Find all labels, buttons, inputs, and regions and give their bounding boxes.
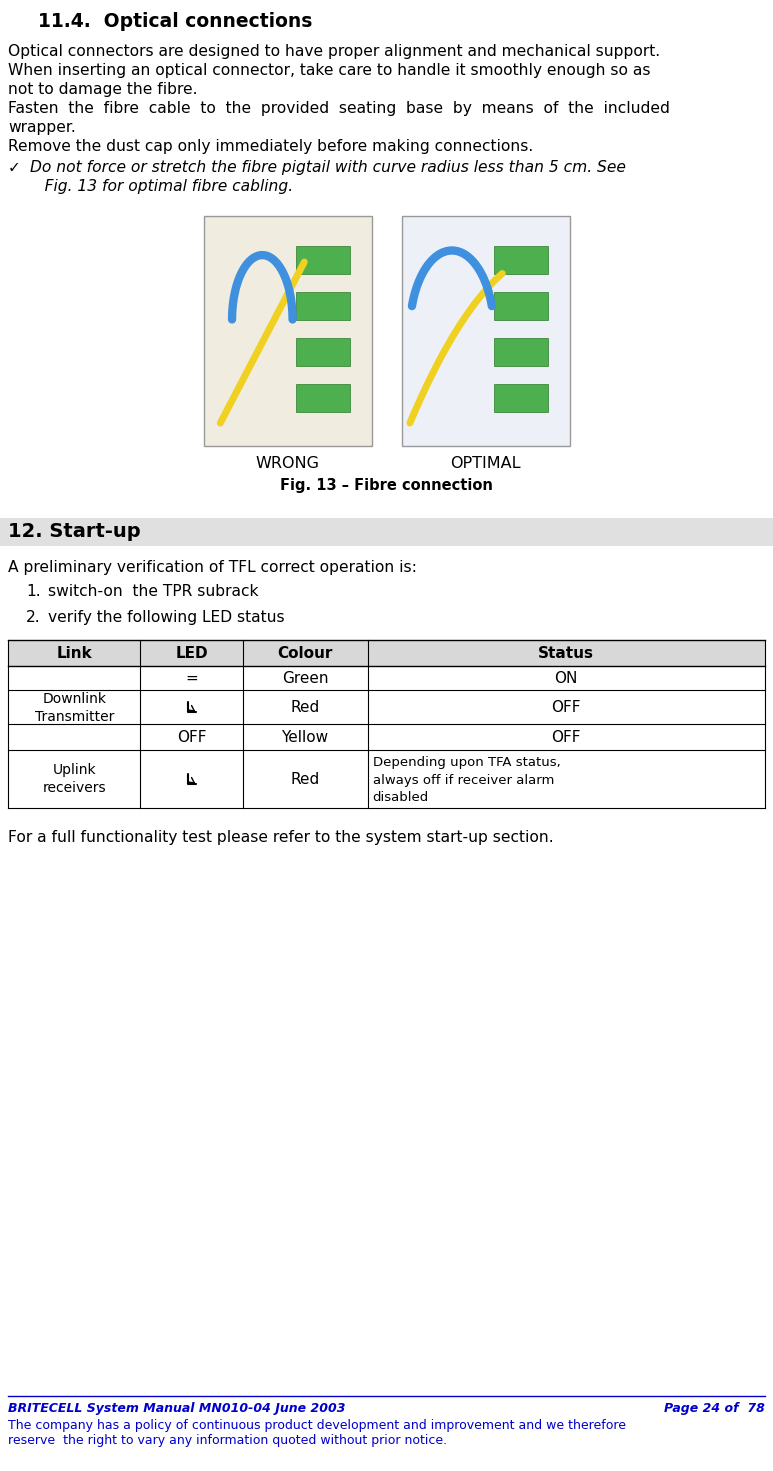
Text: =: = <box>186 671 198 685</box>
Text: BRITECELL System Manual MN010-04 June 2003: BRITECELL System Manual MN010-04 June 20… <box>8 1402 346 1415</box>
Text: wrapper.: wrapper. <box>8 121 76 135</box>
Text: not to damage the fibre.: not to damage the fibre. <box>8 82 197 97</box>
Text: ON: ON <box>554 671 578 685</box>
Text: 12. Start-up: 12. Start-up <box>8 522 141 540</box>
Text: Remove the dust cap only immediately before making connections.: Remove the dust cap only immediately bef… <box>8 138 533 154</box>
Text: The company has a policy of continuous product development and improvement and w: The company has a policy of continuous p… <box>8 1420 626 1431</box>
Bar <box>8 640 765 666</box>
Text: Uplink
receivers: Uplink receivers <box>43 763 106 796</box>
Text: Red: Red <box>291 700 320 715</box>
Text: 2.: 2. <box>26 610 41 625</box>
Bar <box>494 246 547 274</box>
Text: LED: LED <box>175 646 208 660</box>
Text: Optical connectors are designed to have proper alignment and mechanical support.: Optical connectors are designed to have … <box>8 44 660 59</box>
Text: verify the following LED status: verify the following LED status <box>48 610 284 625</box>
Text: Depending upon TFA status,
always off if receiver alarm
disabled: Depending upon TFA status, always off if… <box>373 756 560 805</box>
Text: Fasten  the  fibre  cable  to  the  provided  seating  base  by  means  of  the : Fasten the fibre cable to the provided s… <box>8 101 670 116</box>
Text: switch-on  the TPR subrack: switch-on the TPR subrack <box>48 584 258 599</box>
Text: Do not force or stretch the fibre pigtail with curve radius less than 5 cm. See: Do not force or stretch the fibre pigtai… <box>30 160 626 175</box>
Text: OFF: OFF <box>552 730 581 744</box>
Text: Downlink
Transmitter: Downlink Transmitter <box>35 691 114 724</box>
Text: 1.: 1. <box>26 584 41 599</box>
Bar <box>494 384 547 412</box>
Text: OPTIMAL: OPTIMAL <box>450 456 521 471</box>
Bar <box>296 338 349 365</box>
Bar <box>296 246 349 274</box>
Text: For a full functionality test please refer to the system start-up section.: For a full functionality test please ref… <box>8 830 553 844</box>
Bar <box>401 216 570 446</box>
Text: Status: Status <box>538 646 594 660</box>
Text: OFF: OFF <box>177 730 206 744</box>
Text: OFF: OFF <box>552 700 581 715</box>
Text: Colour: Colour <box>278 646 333 660</box>
Bar <box>494 291 547 319</box>
Text: Fig. 13 – Fibre connection: Fig. 13 – Fibre connection <box>280 478 493 493</box>
Text: Green: Green <box>282 671 329 685</box>
Text: Link: Link <box>56 646 92 660</box>
Text: ✓: ✓ <box>8 160 21 175</box>
Bar <box>0 518 773 546</box>
Text: Page 24 of  78: Page 24 of 78 <box>664 1402 765 1415</box>
Bar <box>203 216 372 446</box>
Bar <box>296 291 349 319</box>
Text: 11.4.  Optical connections: 11.4. Optical connections <box>38 12 312 31</box>
Text: Fig. 13 for optimal fibre cabling.: Fig. 13 for optimal fibre cabling. <box>30 179 293 194</box>
Bar <box>296 384 349 412</box>
Text: Red: Red <box>291 771 320 787</box>
Text: reserve  the right to vary any information quoted without prior notice.: reserve the right to vary any informatio… <box>8 1434 447 1447</box>
Text: WRONG: WRONG <box>256 456 319 471</box>
Text: A preliminary verification of TFL correct operation is:: A preliminary verification of TFL correc… <box>8 560 417 575</box>
Bar <box>494 338 547 365</box>
Text: When inserting an optical connector, take care to handle it smoothly enough so a: When inserting an optical connector, tak… <box>8 63 651 78</box>
Text: Yellow: Yellow <box>281 730 329 744</box>
